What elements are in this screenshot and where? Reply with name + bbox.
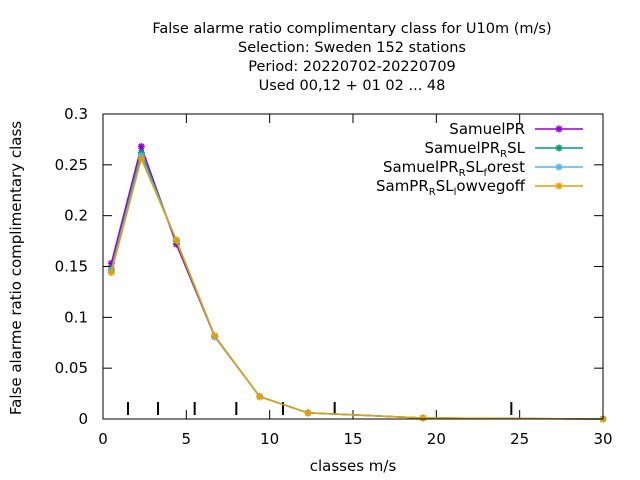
legend-label-part: SamuelPR <box>383 158 459 176</box>
legend-entry: SamPRRSLlowvegoff <box>376 177 583 198</box>
data-point <box>107 269 115 277</box>
legend-label-part: owvegoff <box>456 177 525 195</box>
series-2 <box>107 152 607 423</box>
data-point <box>256 393 264 401</box>
axis-ticks: 0 5 10 15 20 25 30 0 0.05 0.1 0.15 0.2 0.25 0.3 <box>55 105 613 448</box>
series-line <box>110 156 604 420</box>
x-axis-label: classes m/s <box>310 457 397 475</box>
legend-entry: SamuelPR <box>449 120 583 138</box>
data-point <box>555 163 563 171</box>
legend: SamuelPRSamuelPRRSLSamuelPRRSLforestSamP… <box>376 120 583 198</box>
x-tick-label: 0 <box>98 430 108 448</box>
data-point <box>555 125 563 133</box>
legend-label-part: SamPR <box>376 177 429 195</box>
legend-label-part: SL <box>436 177 455 195</box>
y-tick-label: 0.05 <box>55 359 88 377</box>
series-0 <box>107 143 607 423</box>
legend-label: SamuelPRRSLforest <box>383 158 525 179</box>
series-1 <box>107 149 607 423</box>
legend-label-part: R <box>500 149 507 160</box>
y-axis-label-group: False alarme ratio complimentary class <box>7 121 25 415</box>
chart-title-line: Used 00,12 + 01 02 ... 48 <box>259 78 446 94</box>
legend-entry: SamuelPRRSLforest <box>383 158 583 179</box>
y-tick-label: 0.15 <box>55 258 88 276</box>
data-point <box>172 236 180 244</box>
series-line <box>110 150 604 420</box>
series-lines <box>107 143 607 423</box>
legend-label: SamuelPRRSL <box>424 139 525 160</box>
chart-title-line: Selection: Sweden 152 stations <box>238 40 466 56</box>
y-tick-label: 0.1 <box>64 308 88 326</box>
x-tick-label: 15 <box>343 430 362 448</box>
legend-label-part: R <box>429 187 436 198</box>
data-point <box>419 414 427 422</box>
legend-label-part: l <box>454 187 457 198</box>
data-point <box>555 182 563 190</box>
y-axis-label: False alarme ratio complimentary class <box>7 121 25 415</box>
data-point <box>137 143 145 151</box>
series-line <box>110 153 604 420</box>
data-point <box>304 409 312 417</box>
y-tick-label: 0 <box>78 410 88 428</box>
data-point <box>211 332 219 340</box>
series-line <box>110 143 604 420</box>
legend-entry: SamuelPRRSL <box>424 139 583 160</box>
x-tick-label: 20 <box>427 430 446 448</box>
class-markers <box>127 402 513 415</box>
legend-label-part: SamuelPR <box>424 139 500 157</box>
legend-label-part: orest <box>487 158 525 176</box>
legend-label-part: SL <box>507 139 526 157</box>
y-tick-label: 0.3 <box>64 105 88 123</box>
x-tick-label: 5 <box>182 430 192 448</box>
x-tick-label: 10 <box>260 430 279 448</box>
legend-label: SamPRRSLlowvegoff <box>376 177 526 198</box>
legend-label: SamuelPR <box>449 120 525 138</box>
data-point <box>555 144 563 152</box>
legend-label-part: R <box>459 168 466 179</box>
legend-label-part: SL <box>466 158 485 176</box>
chart-title-line: False alarme ratio complimentary class f… <box>152 21 551 37</box>
chart-title-line: Period: 20220702-20220709 <box>248 59 456 75</box>
x-tick-label: 30 <box>593 430 612 448</box>
chart-title: False alarme ratio complimentary class f… <box>152 21 551 94</box>
plot-frame <box>102 113 604 420</box>
y-tick-label: 0.2 <box>64 207 88 225</box>
series-3 <box>107 155 607 423</box>
x-tick-label: 25 <box>510 430 529 448</box>
y-tick-label: 0.25 <box>55 156 88 174</box>
legend-label-part: f <box>484 168 488 179</box>
data-point <box>137 155 145 163</box>
legend-label-part: SamuelPR <box>449 120 525 138</box>
x-axis-label-group: classes m/s <box>310 457 397 475</box>
